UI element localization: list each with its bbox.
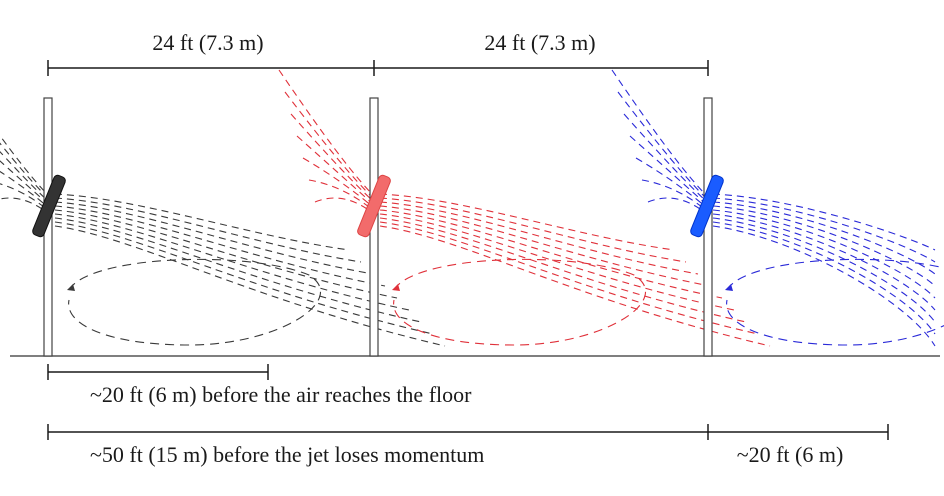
fan-1-inflow-line [0, 142, 50, 200]
fan-2-jet-line [379, 205, 711, 287]
fan-2-jet-line [379, 225, 771, 347]
fan-3-jet-line [712, 213, 936, 311]
fan-3-jet-line [712, 209, 936, 299]
fan-1-inflow-line [0, 150, 50, 203]
fan-1-jet-line [54, 197, 362, 263]
fan-1-jet-line [54, 193, 350, 251]
fan-3-jet-line [712, 193, 936, 251]
fan-1-arrow-icon [67, 284, 75, 291]
fan-1-jet-line [54, 213, 410, 311]
fan-1-jet-line [54, 205, 386, 287]
fan-2-inflow-line [278, 69, 375, 197]
fan-3-icon [690, 174, 724, 238]
fan-3-inflow-line [623, 113, 708, 203]
fan-3-inflow-line [611, 69, 708, 197]
fan-1-icon [32, 174, 66, 238]
fan-1-inflow-line [0, 134, 50, 197]
fan-2-inflow-line [302, 157, 375, 209]
fan-2-arrow-icon [392, 284, 400, 291]
support-columns [43, 97, 713, 357]
fan-2-inflow-line [290, 113, 375, 203]
fan-3-recirculation-loop [726, 258, 944, 346]
airflow-streamlines [0, 69, 944, 347]
fan-1-recirculation-loop [68, 258, 322, 346]
fan-2-jet-line [379, 221, 759, 335]
fan-1-jet-line [54, 217, 422, 323]
top-right-dimension-label: 24 ft (7.3 m) [484, 30, 595, 55]
fan-1-jet-line [54, 225, 446, 347]
fan-3-inflow-line [635, 157, 708, 209]
fan-3-arrow-icon [725, 284, 733, 291]
fan-1-jet-line [54, 201, 374, 275]
fan-3-jet-line [712, 201, 936, 275]
fan-3-jet-line [712, 225, 936, 347]
fan-2-jet-line [379, 197, 687, 263]
fan-3-inflow-line [617, 91, 708, 200]
fan-3-jet-line [712, 221, 936, 335]
fan-2-jet-line [379, 213, 735, 311]
fan-3-jet-line [712, 217, 936, 323]
top-left-dimension-label: 24 ft (7.3 m) [152, 30, 263, 55]
fan-2-jet-line [379, 217, 747, 323]
fan-3-jet-line [712, 197, 936, 263]
fan-1-jet-line [54, 221, 434, 335]
bottom-dimension-lines [47, 364, 889, 440]
fan-1-inflow-line [0, 170, 50, 209]
fan-2-inflow-line [314, 197, 375, 215]
fan-2-inflow-line [296, 135, 375, 206]
fan-3-jet-line [712, 205, 936, 287]
floor-reach-label: ~20 ft (6 m) before the air reaches the … [90, 382, 472, 407]
fan-2-recirculation-loop [393, 258, 647, 346]
fan-2-inflow-line [284, 91, 375, 200]
fan-3-inflow-line [647, 197, 708, 215]
fan-1-inflow-line [0, 197, 50, 215]
fan-3-inflow-line [629, 135, 708, 206]
fan-2-icon [357, 174, 391, 238]
fan-2-jet-line [379, 193, 675, 251]
right-extra-label: ~20 ft (6 m) [737, 442, 844, 467]
top-dimension-lines [47, 60, 709, 76]
momentum-loss-label: ~50 ft (15 m) before the jet loses momen… [90, 442, 484, 467]
fan-2-jet-line [379, 201, 699, 275]
